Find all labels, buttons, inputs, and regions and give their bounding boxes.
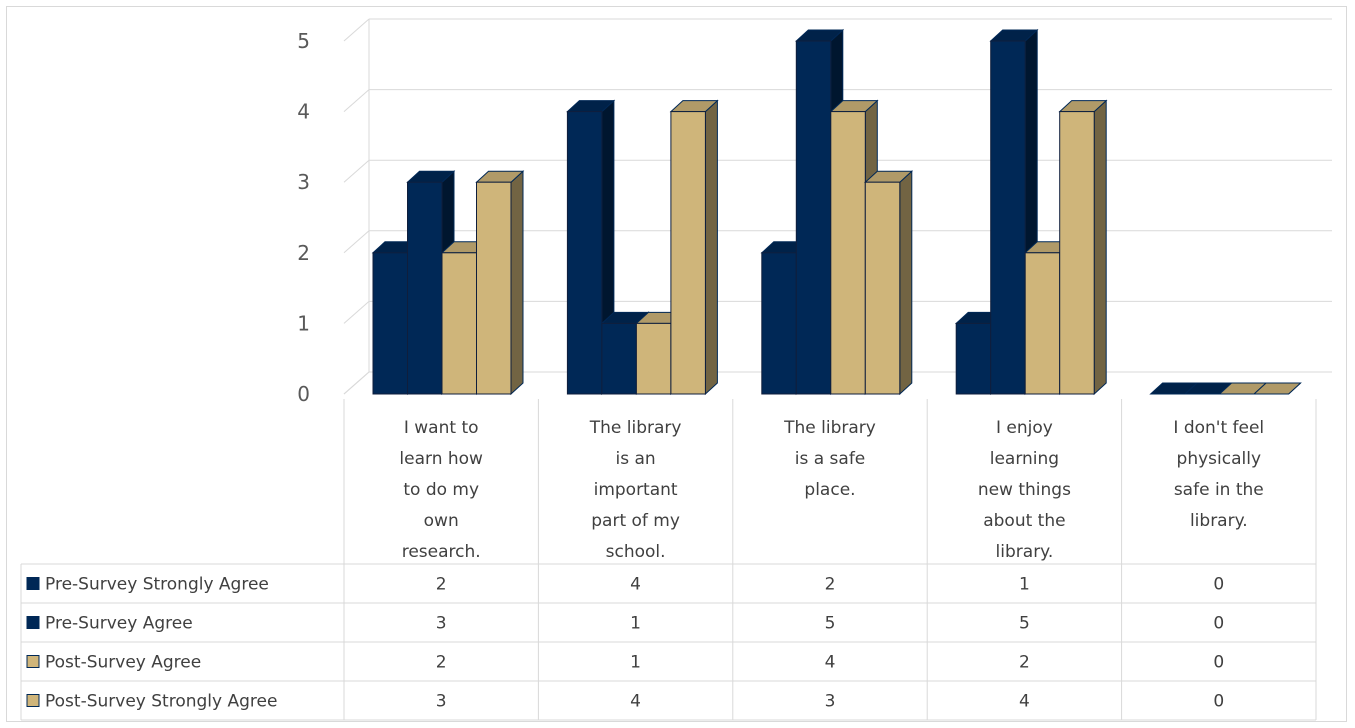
gridline-side	[343, 371, 370, 395]
data-label: 3	[825, 692, 836, 712]
legend-swatch	[26, 616, 40, 629]
category-label: I don't feel physically safe in the library…	[1173, 418, 1264, 531]
data-label: 5	[1019, 614, 1030, 634]
legend-swatch	[26, 655, 40, 668]
bar	[864, 170, 914, 396]
bar-front	[864, 181, 901, 395]
bar-front	[830, 111, 866, 395]
y-tick-label: 2	[297, 241, 310, 265]
bar	[669, 99, 719, 396]
bar-front	[955, 322, 992, 395]
bar-top	[1252, 382, 1302, 395]
bar-side	[899, 170, 913, 396]
legend-label: Post-Survey Agree	[45, 653, 201, 673]
y-tick-label: 4	[297, 100, 310, 124]
data-label: 4	[1019, 692, 1030, 712]
chart-frame: 0 1 2 3 4 5 I want to learn how to do my own rese…	[6, 6, 1347, 722]
bar	[1058, 99, 1108, 396]
bar-side	[1093, 99, 1107, 396]
y-tick-label: 5	[297, 29, 310, 53]
bar-front	[601, 322, 637, 395]
bar-chart: 0 1 2 3 4 5 I want to learn how to do my own rese…	[20, 18, 1332, 721]
legend-swatch	[26, 577, 40, 590]
y-tick-label: 0	[297, 382, 310, 406]
category-label: I want to learn how to do my own research.	[399, 418, 483, 562]
data-label: 2	[825, 575, 836, 595]
data-label: 3	[436, 614, 447, 634]
data-label: 4	[825, 653, 836, 673]
bar-front	[441, 252, 477, 395]
legend-label: Pre-Survey Strongly Agree	[45, 575, 269, 595]
bar-front	[566, 111, 603, 395]
bar-front	[761, 252, 797, 395]
bar-front	[990, 40, 1026, 395]
gridline-side	[343, 301, 370, 324]
data-label: 0	[1213, 692, 1224, 712]
data-label: 1	[630, 614, 641, 634]
bar-front	[476, 181, 512, 395]
y-tick-label: 3	[297, 170, 310, 194]
category-label: The library is a safe place.	[783, 418, 876, 500]
y-tick-label: 1	[297, 311, 310, 335]
data-label: 5	[825, 614, 836, 634]
legend-label: Pre-Survey Agree	[45, 614, 193, 634]
bar-front	[407, 181, 443, 395]
data-label: 2	[436, 653, 447, 673]
bar-front	[635, 322, 672, 395]
bar	[1252, 382, 1302, 395]
data-label: 2	[1019, 653, 1030, 673]
legend-swatch	[26, 694, 40, 707]
y-axis-ticks: 0 1 2 3 4 5	[297, 29, 310, 406]
bar-front	[1024, 252, 1061, 395]
data-label: 0	[1213, 653, 1224, 673]
gridline-side	[343, 230, 370, 254]
data-label: 3	[436, 692, 447, 712]
gridline-side	[343, 18, 370, 42]
category-label: I enjoy learning new things about the librar…	[978, 418, 1071, 562]
bar-front	[795, 40, 832, 395]
category-label: The library is an important part of my schoo…	[589, 418, 682, 562]
data-label: 0	[1213, 575, 1224, 595]
bar-front	[1059, 111, 1095, 395]
bar-front	[372, 252, 408, 395]
gridline-side	[343, 89, 370, 112]
data-label: 4	[630, 692, 641, 712]
data-label: 0	[1213, 614, 1224, 634]
gridline-side	[343, 159, 370, 183]
legend-label: Post-Survey Strongly Agree	[45, 692, 277, 712]
bar-side	[704, 99, 718, 396]
bars	[371, 28, 1302, 396]
data-label: 1	[1019, 575, 1030, 595]
data-label: 1	[630, 653, 641, 673]
bar	[475, 170, 525, 396]
bar-front	[670, 111, 706, 395]
data-table: I want to learn how to do my own research. Th…	[20, 399, 1317, 721]
data-label: 2	[436, 575, 447, 595]
data-label: 4	[630, 575, 641, 595]
bar-side	[510, 170, 524, 396]
